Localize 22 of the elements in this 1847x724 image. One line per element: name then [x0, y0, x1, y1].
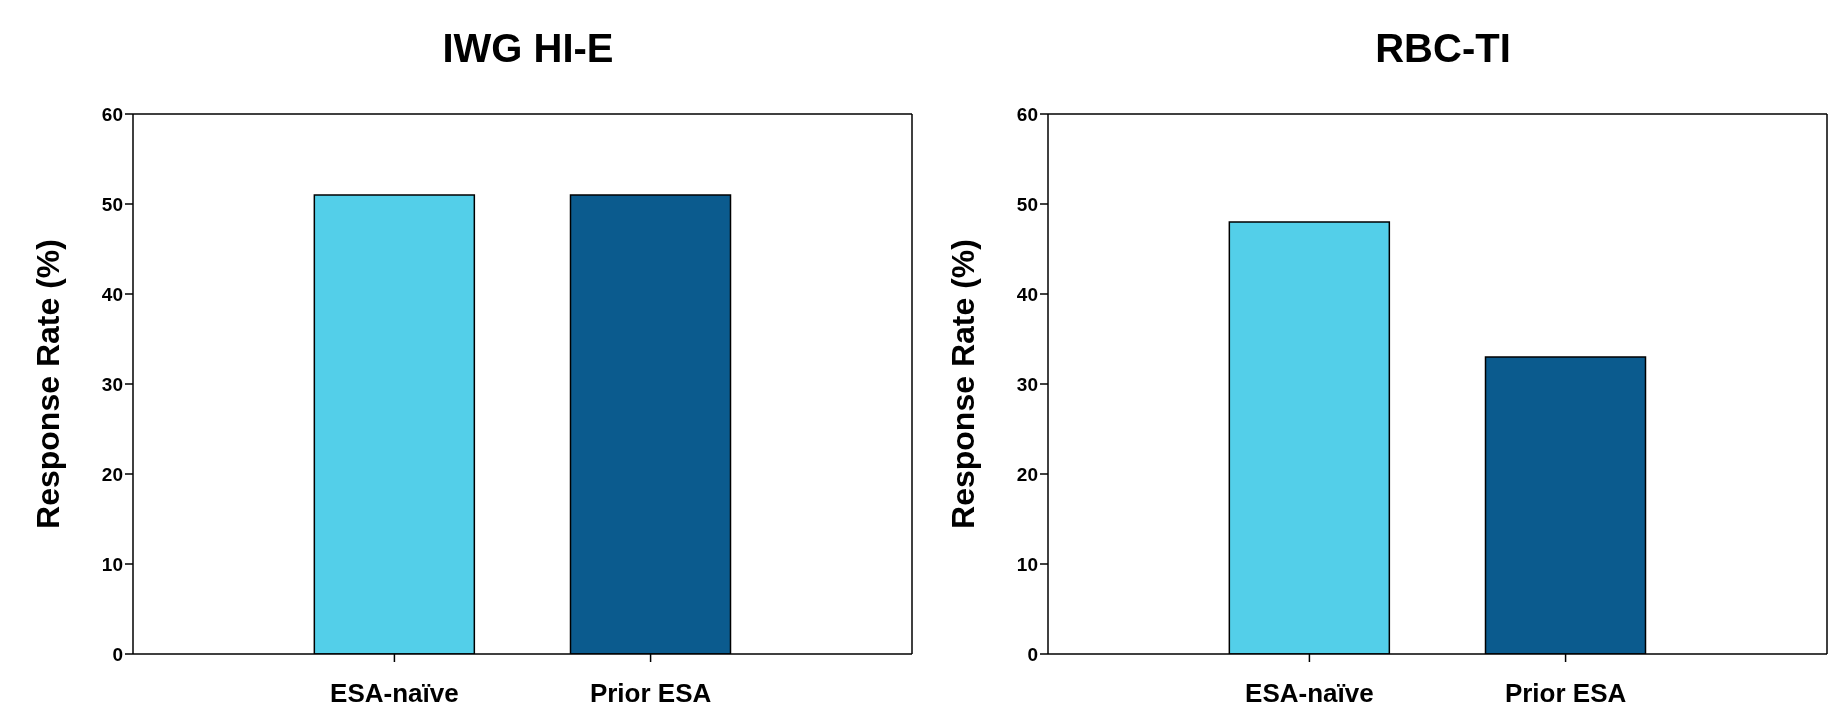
y-tick-label: 50 [101, 193, 123, 215]
y-tick-label: 50 [1016, 193, 1038, 215]
y-tick-label: 0 [112, 643, 123, 665]
y-tick-label: 10 [1016, 553, 1038, 575]
y-tick-label: 20 [1016, 463, 1038, 485]
x-tick-label: Prior ESA [1504, 678, 1627, 709]
x-tick-label: ESA-naïve [330, 678, 459, 709]
x-tick-label: ESA-naïve [1245, 678, 1374, 709]
y-tick-label: 20 [101, 463, 123, 485]
y-tick-label: 0 [1027, 643, 1038, 665]
y-tick-label: 40 [1016, 283, 1038, 305]
y-tick-label: 10 [101, 553, 123, 575]
chart-title: IWG HI-E [441, 26, 615, 71]
x-tick-label: Prior ESA [589, 678, 712, 709]
y-tick-label: 30 [101, 373, 123, 395]
y-tick-label: 30 [1016, 373, 1038, 395]
chart-title: RBC-TI [1374, 26, 1512, 71]
y-tick-label: 60 [101, 103, 123, 125]
y-axis-title: Response Rate (%) [30, 239, 67, 529]
y-tick-label: 40 [101, 283, 123, 305]
y-axis-title: Response Rate (%) [945, 239, 982, 529]
y-tick-label: 60 [1016, 103, 1038, 125]
